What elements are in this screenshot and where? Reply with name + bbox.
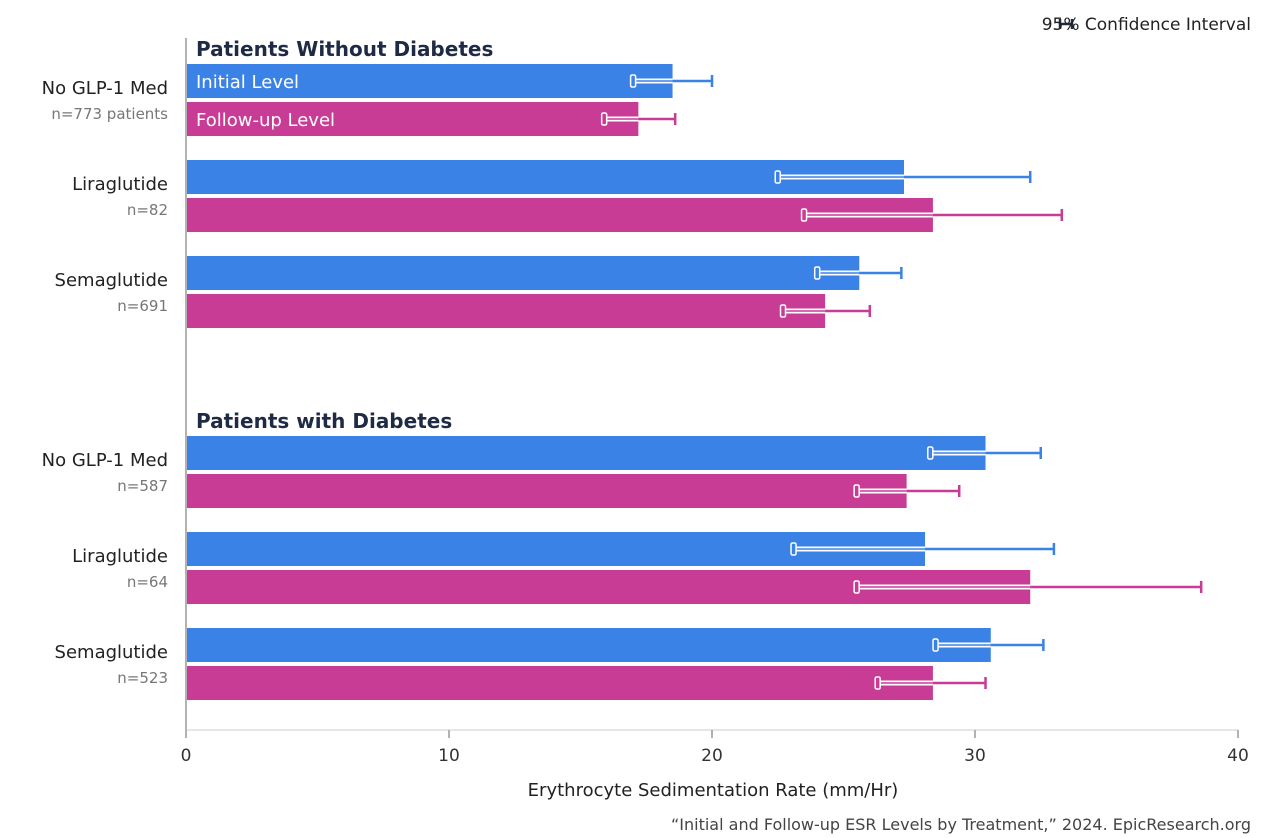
error-bar: [813, 266, 903, 280]
bar-followup-level: [187, 294, 826, 328]
bar-followup-level: [187, 474, 907, 508]
error-bar: [790, 542, 1056, 556]
bar-followup-level: [187, 666, 933, 700]
error-bar: [779, 304, 872, 318]
bar-initial-level: [187, 256, 860, 290]
error-bar: [853, 484, 961, 498]
error-bar-low-cap: [932, 638, 939, 652]
labels-layer: Patients Without Diabetes No GLP-1 Med n=7…: [42, 37, 494, 687]
bar-initial-level: [187, 64, 673, 98]
category-label: Liraglutide: [72, 546, 168, 567]
error-bar-low-cap: [813, 266, 821, 280]
error-bar-low-cap: [800, 208, 808, 222]
bar-followup-level: [187, 102, 639, 136]
sample-size-label: n=773 patients: [51, 105, 168, 123]
category-label: Semaglutide: [55, 270, 168, 291]
x-axis-title: Erythrocyte Sedimentation Rate (mm/Hr): [528, 780, 899, 801]
error-bar: [927, 446, 1042, 460]
sample-size-label: n=64: [127, 573, 168, 591]
group-title: Patients with Diabetes: [196, 409, 452, 433]
series-label-initial: Initial Level: [196, 72, 299, 93]
error-bar-low-cap: [779, 304, 787, 318]
legend: 95% Confidence Interval: [1042, 15, 1251, 35]
error-bar: [800, 208, 1064, 222]
x-tick-label: 30: [964, 746, 986, 766]
sample-size-label: n=523: [117, 669, 168, 687]
error-bar: [932, 638, 1045, 652]
error-bar-low-cap: [774, 170, 781, 184]
error-bar: [874, 676, 987, 690]
error-bar-low-cap: [874, 676, 881, 690]
source-citation: “Initial and Follow-up ESR Levels by Tre…: [671, 815, 1251, 834]
error-bar-low-cap: [600, 112, 608, 126]
x-axis-ticks: 0 10 20 30 40: [181, 730, 1249, 766]
ci-legend-icon: [1058, 19, 1074, 29]
error-bar: [629, 74, 714, 88]
error-bar-low-cap: [853, 580, 860, 594]
bar-initial-level: [187, 436, 986, 470]
error-bar-low-cap: [790, 542, 797, 556]
sample-size-label: n=587: [117, 477, 168, 495]
error-bar: [600, 112, 677, 126]
series-label-followup: Follow-up Level: [196, 110, 335, 131]
error-bar-low-cap: [629, 74, 637, 88]
bars-layer: [187, 64, 1203, 700]
error-bar-low-cap: [853, 484, 860, 498]
group-title: Patients Without Diabetes: [196, 37, 493, 61]
category-label: Liraglutide: [72, 174, 168, 195]
x-tick-label: 0: [181, 746, 192, 766]
category-label: No GLP-1 Med: [42, 450, 168, 471]
error-bar: [774, 170, 1032, 184]
x-tick-label: 40: [1227, 746, 1249, 766]
x-tick-label: 10: [438, 746, 460, 766]
ci-legend-label: 95% Confidence Interval: [1042, 15, 1251, 35]
sample-size-label: n=82: [127, 201, 168, 219]
category-label: Semaglutide: [55, 642, 168, 663]
x-tick-label: 20: [701, 746, 723, 766]
sample-size-label: n=691: [117, 297, 168, 315]
error-bar-low-cap: [927, 446, 934, 460]
bar-initial-level: [187, 628, 991, 662]
error-bar: [853, 580, 1203, 594]
category-label: No GLP-1 Med: [42, 78, 168, 99]
